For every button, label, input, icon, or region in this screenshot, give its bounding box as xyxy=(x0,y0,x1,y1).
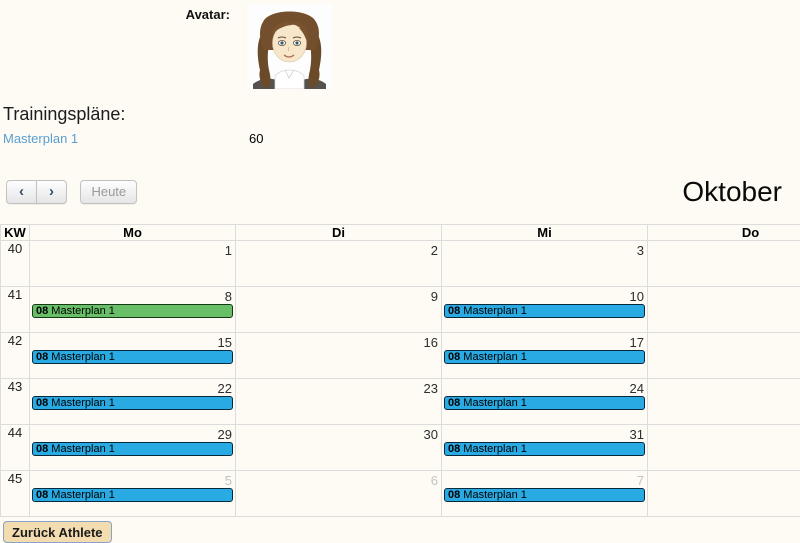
calendar-day-cell[interactable] xyxy=(648,379,800,425)
event-time: 08 xyxy=(448,351,460,363)
event-time: 08 xyxy=(36,443,48,455)
day-header-mi: Mi xyxy=(442,225,648,241)
avatar-illustration xyxy=(247,4,332,89)
day-number: 22 xyxy=(218,381,232,396)
calendar-day-cell[interactable] xyxy=(648,287,800,333)
chevron-left-icon: ‹ xyxy=(19,183,24,200)
calendar-header-row: KW Mo Di Mi Do xyxy=(1,225,800,241)
week-number: 42 xyxy=(1,333,30,379)
calendar-event[interactable]: 08 Masterplan 1 xyxy=(32,350,233,364)
day-number: 10 xyxy=(630,289,644,304)
calendar-day-cell[interactable] xyxy=(648,241,800,287)
event-time: 08 xyxy=(36,305,48,317)
day-number: 8 xyxy=(225,289,232,304)
calendar-toolbar: ‹ › Heute xyxy=(6,180,137,204)
chevron-right-icon: › xyxy=(49,183,54,200)
week-number: 43 xyxy=(1,379,30,425)
calendar-week-row: 40 1 2 3 xyxy=(1,241,800,287)
day-number: 17 xyxy=(630,335,644,350)
day-number: 9 xyxy=(431,289,438,304)
prev-month-button[interactable]: ‹ xyxy=(6,180,37,204)
next-month-button[interactable]: › xyxy=(36,180,67,204)
calendar-day-cell[interactable] xyxy=(648,425,800,471)
day-number: 16 xyxy=(424,335,438,350)
day-number: 1 xyxy=(225,243,232,258)
trainings-heading: Trainingspläne: xyxy=(3,104,125,125)
week-number: 41 xyxy=(1,287,30,333)
event-time: 08 xyxy=(448,397,460,409)
day-number: 23 xyxy=(424,381,438,396)
calendar-day-cell[interactable] xyxy=(648,471,800,517)
day-number: 3 xyxy=(637,243,644,258)
calendar-day-cell[interactable]: 30 xyxy=(236,425,442,471)
day-number: 15 xyxy=(218,335,232,350)
day-number: 31 xyxy=(630,427,644,442)
calendar-event[interactable]: 08 Masterplan 1 xyxy=(32,488,233,502)
plan-value: 60 xyxy=(249,131,263,146)
day-header-mo: Mo xyxy=(30,225,236,241)
day-number: 6 xyxy=(431,473,438,488)
avatar-label: Avatar: xyxy=(100,7,230,22)
calendar-day-cell[interactable]: 23 xyxy=(236,379,442,425)
calendar-event[interactable]: 08 Masterplan 1 xyxy=(444,350,645,364)
day-header-do: Do xyxy=(648,225,800,241)
calendar-event[interactable]: 08 Masterplan 1 xyxy=(32,396,233,410)
today-button[interactable]: Heute xyxy=(80,180,137,204)
calendar-day-cell[interactable]: 6 xyxy=(236,471,442,517)
event-time: 08 xyxy=(448,305,460,317)
calendar-day-cell[interactable]: 9 xyxy=(236,287,442,333)
day-number: 24 xyxy=(630,381,644,396)
calendar-event[interactable]: 08 Masterplan 1 xyxy=(444,442,645,456)
event-time: 08 xyxy=(448,443,460,455)
day-number: 29 xyxy=(218,427,232,442)
calendar-event[interactable]: 08 Masterplan 1 xyxy=(444,396,645,410)
week-number: 40 xyxy=(1,241,30,287)
day-number: 7 xyxy=(637,473,644,488)
week-number: 44 xyxy=(1,425,30,471)
event-time: 08 xyxy=(36,351,48,363)
event-time: 08 xyxy=(36,397,48,409)
event-time: 08 xyxy=(36,489,48,501)
kw-header: KW xyxy=(1,225,30,241)
calendar-day-cell[interactable]: 3 xyxy=(442,241,648,287)
day-number: 2 xyxy=(431,243,438,258)
masterplan-link[interactable]: Masterplan 1 xyxy=(3,131,78,146)
event-time: 08 xyxy=(448,489,460,501)
day-header-di: Di xyxy=(236,225,442,241)
calendar-day-cell[interactable]: 2 xyxy=(236,241,442,287)
back-athlete-button[interactable]: Zurück Athlete xyxy=(3,521,112,543)
avatar-image xyxy=(247,4,332,89)
day-number: 30 xyxy=(424,427,438,442)
calendar-event[interactable]: 08 Masterplan 1 xyxy=(32,442,233,456)
calendar-month-title: Oktober xyxy=(682,176,782,208)
calendar-event[interactable]: 08 Masterplan 1 xyxy=(444,304,645,318)
calendar-day-cell[interactable]: 16 xyxy=(236,333,442,379)
calendar-day-cell[interactable] xyxy=(648,333,800,379)
week-number: 45 xyxy=(1,471,30,517)
calendar-event[interactable]: 08 Masterplan 1 xyxy=(444,488,645,502)
day-number: 5 xyxy=(225,473,232,488)
calendar-day-cell[interactable]: 1 xyxy=(30,241,236,287)
calendar-event[interactable]: 08 Masterplan 1 xyxy=(32,304,233,318)
